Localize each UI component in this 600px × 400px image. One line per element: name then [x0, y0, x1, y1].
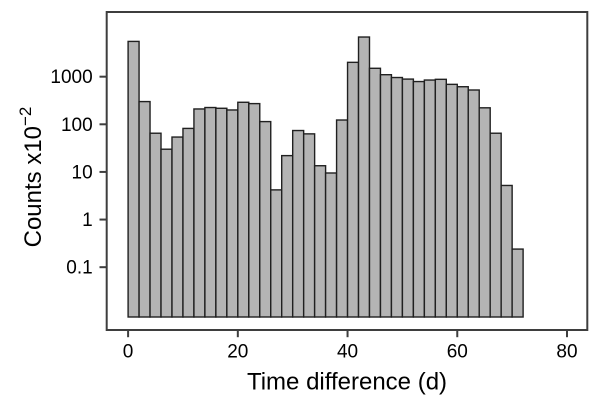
histogram-bar — [346, 61, 360, 318]
histogram-bar — [281, 154, 294, 318]
x-tick-label: 80 — [556, 342, 577, 363]
histogram-bar — [302, 133, 316, 318]
histogram-bar — [324, 172, 338, 318]
histogram-bar — [423, 79, 437, 318]
histogram-bar — [434, 78, 447, 318]
histogram-bar — [291, 129, 305, 318]
histogram-bar — [149, 132, 162, 318]
x-tick-label: 40 — [337, 342, 358, 363]
histogram-bar — [401, 78, 415, 318]
x-axis: 0 20 40 60 80 — [123, 330, 578, 363]
histogram-bar — [248, 102, 261, 318]
histogram-bar — [138, 100, 151, 318]
histogram-bar — [335, 119, 349, 318]
histogram-bar — [412, 80, 426, 318]
histogram-bar — [270, 189, 283, 318]
histogram-bar — [259, 120, 272, 318]
x-tick-label: 20 — [227, 342, 248, 363]
histogram-bar — [193, 108, 206, 318]
y-axis-title-exponent: −2 — [16, 107, 35, 126]
histogram-bar — [357, 36, 371, 318]
y-axis: 0.1 1 10 100 1000 — [50, 67, 107, 279]
histogram-bar — [313, 165, 327, 318]
histogram-bar — [467, 89, 480, 318]
histogram-bar — [456, 86, 469, 318]
histogram-bar — [171, 136, 184, 318]
histogram-bar — [182, 127, 195, 318]
y-tick-label: 100 — [61, 115, 93, 136]
histogram-bar — [160, 148, 173, 318]
histogram-bar — [368, 67, 382, 318]
histogram-bar — [127, 40, 140, 318]
histogram-bar — [390, 76, 404, 318]
histogram-bar — [489, 132, 502, 318]
x-tick-label: 0 — [123, 342, 134, 363]
y-tick-label: 0.1 — [66, 258, 92, 279]
y-tick-label: 10 — [72, 162, 93, 183]
histogram-bar — [379, 73, 393, 318]
histogram-bar — [511, 248, 524, 318]
histogram-bar — [478, 107, 491, 318]
histogram-bar — [204, 106, 217, 318]
histogram-bar — [445, 83, 458, 318]
y-tick-label: 1000 — [50, 67, 92, 88]
x-axis-title: Time difference (d) — [247, 369, 447, 396]
histogram-bar — [237, 101, 250, 318]
y-axis-title-main: Counts x10 — [20, 126, 47, 247]
x-tick-label: 60 — [447, 342, 468, 363]
y-tick-label: 1 — [82, 210, 93, 231]
histogram-bar — [226, 109, 239, 318]
histogram-bar — [500, 184, 513, 318]
histogram-bars — [127, 36, 524, 318]
y-axis-title: Counts x10−2 — [16, 107, 47, 248]
histogram-bar — [215, 107, 228, 318]
